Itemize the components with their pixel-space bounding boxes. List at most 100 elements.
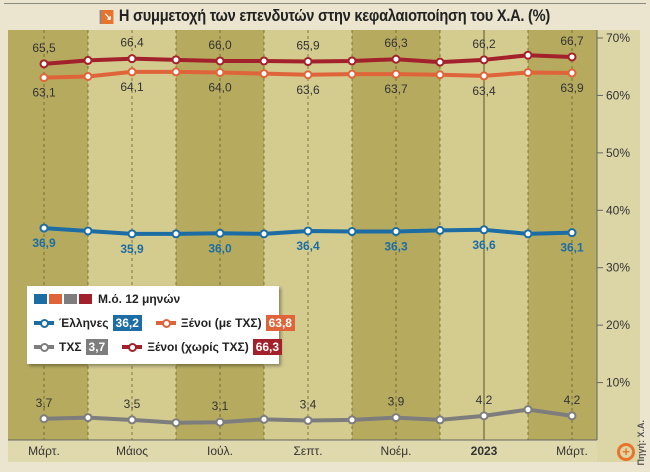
data-point	[347, 227, 357, 237]
data-point	[391, 227, 401, 237]
chart-title: ↘ Η συμμετοχή των επενδυτών στην κεφαλαιο…	[46, 6, 605, 26]
data-label: 3,7	[36, 396, 53, 410]
data-point	[259, 229, 269, 239]
data-label: 66,0	[208, 38, 232, 52]
data-point	[259, 414, 269, 424]
legend-label-xenoi-xoris-txs: Ξένοι (χωρίς ΤΧΣ)	[147, 340, 249, 354]
legend-swatch	[49, 294, 62, 304]
data-label: 36,4	[296, 239, 320, 253]
data-point	[127, 67, 137, 77]
data-point	[83, 413, 93, 423]
x-tick-label: 2023	[471, 444, 498, 458]
data-point	[303, 57, 313, 67]
data-point	[567, 68, 577, 78]
data-point	[435, 225, 445, 235]
data-label: 4,2	[564, 393, 581, 407]
data-point	[303, 226, 313, 236]
y-tick-label: 50%	[606, 146, 630, 160]
source-logo-icon: +	[617, 443, 635, 461]
legend: Μ.ό. 12 μηνών Έλληνες 36,2 Ξένοι (με ΤΧΣ…	[27, 286, 295, 364]
data-label: 36,0	[208, 241, 232, 255]
data-point	[479, 225, 489, 235]
x-tick-label: Νοέμ.	[381, 444, 412, 458]
axis-background	[597, 30, 640, 462]
data-point	[391, 413, 401, 423]
data-point	[435, 57, 445, 67]
legend-avg-xenoi-xoris-txs: 66,3	[252, 339, 283, 355]
chart-title-text: Η συμμετοχή των επενδυτών στην κεφαλαιοπ…	[118, 6, 551, 25]
line-marker-icon	[34, 318, 54, 328]
legend-swatch	[34, 294, 47, 304]
data-label: 63,4	[472, 84, 496, 98]
data-label: 35,9	[120, 242, 144, 256]
data-point	[83, 226, 93, 236]
data-label: 66,7	[560, 34, 584, 48]
x-tick-label: Μάρτ.	[28, 444, 60, 458]
data-point	[39, 59, 49, 69]
x-tick-label: Μάιος	[116, 444, 148, 458]
data-label: 3,4	[300, 397, 317, 411]
data-label: 64,1	[120, 80, 144, 94]
legend-header: Μ.ό. 12 μηνών	[34, 292, 180, 306]
data-label: 36,6	[472, 238, 496, 252]
data-label: 36,3	[384, 240, 408, 254]
data-point	[83, 55, 93, 65]
x-tick-label: Σεπτ.	[293, 444, 322, 458]
data-point	[567, 52, 577, 62]
data-point	[127, 415, 137, 425]
line-marker-icon	[122, 342, 143, 352]
legend-swatch	[64, 294, 77, 304]
data-label: 3,9	[388, 395, 405, 409]
data-label: 4,2	[476, 393, 493, 407]
data-label: 36,9	[32, 236, 56, 250]
data-point	[171, 229, 181, 239]
legend-header-text: Μ.ό. 12 μηνών	[98, 292, 181, 306]
data-point	[39, 223, 49, 233]
data-point	[567, 228, 577, 238]
data-point	[39, 414, 49, 424]
data-point	[303, 415, 313, 425]
data-point	[391, 69, 401, 79]
data-label: 63,9	[560, 81, 584, 95]
data-point	[479, 55, 489, 65]
data-point	[259, 69, 269, 79]
y-tick-label: 20%	[606, 318, 630, 332]
data-point	[83, 71, 93, 81]
data-point	[215, 417, 225, 427]
data-point	[347, 69, 357, 79]
y-tick-label: 70%	[606, 31, 630, 45]
legend-row: Έλληνες 36,2 Ξένοι (με ΤΧΣ) 63,8	[34, 315, 295, 331]
arrow-down-right-icon: ↘	[99, 10, 114, 24]
legend-avg-txs: 3,7	[85, 339, 109, 355]
y-tick-label: 40%	[606, 203, 630, 217]
data-point	[127, 54, 137, 64]
data-point	[567, 411, 577, 421]
data-point	[39, 73, 49, 83]
data-point	[523, 50, 533, 60]
data-label: 63,7	[384, 82, 408, 96]
column-band	[8, 30, 88, 440]
x-axis-band	[8, 440, 597, 462]
data-point	[347, 56, 357, 66]
data-point	[479, 71, 489, 81]
data-label: 63,1	[32, 86, 56, 100]
legend-label-ellines: Έλληνες	[59, 316, 109, 330]
data-point	[215, 228, 225, 238]
legend-avg-ellines: 36,2	[112, 315, 142, 331]
top-rule	[4, 0, 646, 4]
data-label: 63,6	[296, 83, 320, 97]
data-label: 3,1	[212, 399, 229, 413]
data-point	[523, 229, 533, 239]
data-label: 64,0	[208, 80, 232, 94]
legend-avg-xenoi-me-txs: 63,8	[265, 315, 295, 331]
legend-row: ΤΧΣ 3,7 Ξένοι (χωρίς ΤΧΣ) 66,3	[34, 339, 283, 355]
source-text: Πηγή: Χ.Α.	[636, 420, 646, 466]
line-marker-icon	[155, 318, 176, 328]
x-tick-label: Μάρτ.	[556, 444, 588, 458]
data-label: 65,9	[296, 39, 320, 53]
legend-swatch	[79, 294, 92, 304]
y-tick-label: 60%	[606, 88, 630, 102]
data-point	[259, 56, 269, 66]
data-point	[303, 70, 313, 80]
